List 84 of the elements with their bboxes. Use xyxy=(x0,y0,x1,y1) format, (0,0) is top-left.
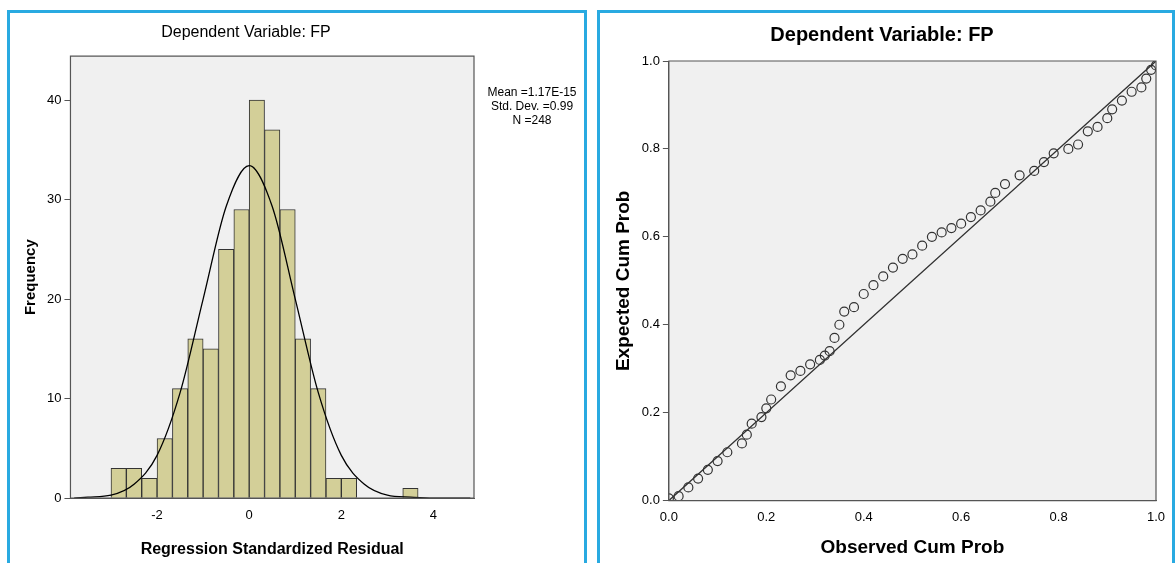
x-tick-label: 0 xyxy=(245,506,253,522)
y-axis-title: Frequency xyxy=(21,238,39,316)
y-tick-label: 10 xyxy=(46,390,62,406)
point xyxy=(1063,143,1074,155)
point xyxy=(858,288,869,300)
point xyxy=(756,411,767,423)
point xyxy=(946,222,957,234)
point xyxy=(824,346,835,357)
x-tick-label: 0.8 xyxy=(1049,508,1068,524)
point xyxy=(1072,139,1084,150)
point xyxy=(999,178,1011,190)
point xyxy=(1136,82,1147,93)
point xyxy=(829,332,840,344)
x-tick-label: 0.0 xyxy=(659,508,678,524)
y-tick-label: 0.8 xyxy=(641,140,660,156)
point xyxy=(1048,148,1059,159)
point xyxy=(693,473,704,484)
chart-title: Dependent Variable: FP xyxy=(770,22,994,45)
point xyxy=(673,491,684,501)
point xyxy=(917,240,928,251)
point xyxy=(775,381,787,392)
point xyxy=(722,447,733,458)
x-tick-label: 0.2 xyxy=(757,508,776,524)
point xyxy=(990,187,1001,198)
point xyxy=(887,262,899,273)
point xyxy=(985,196,996,207)
x-tick-label: 2 xyxy=(337,506,345,522)
point xyxy=(805,359,816,370)
x-tick-label: 0.6 xyxy=(952,508,971,524)
point xyxy=(868,280,879,291)
point xyxy=(795,365,806,377)
x-axis-title: Observed Cum Prob xyxy=(820,535,1005,557)
point xyxy=(1092,121,1103,133)
y-tick-label: 1.0 xyxy=(641,52,660,68)
point xyxy=(741,429,752,440)
point xyxy=(702,464,713,475)
point xyxy=(839,306,850,317)
point xyxy=(965,211,976,223)
y-tick-label: 20 xyxy=(46,290,62,306)
point xyxy=(1014,170,1025,181)
chart-title: Dependent Variable: FP xyxy=(161,23,331,41)
point xyxy=(736,438,748,449)
point xyxy=(878,271,889,282)
point xyxy=(1126,86,1137,97)
y-tick-label: 0.0 xyxy=(641,492,660,508)
point xyxy=(897,253,908,264)
x-tick-label: 1.0 xyxy=(1146,508,1166,524)
point xyxy=(819,350,830,361)
x-tick-label: 4 xyxy=(429,506,438,522)
x-tick-label: -2 xyxy=(151,506,163,522)
text: Mean =1.17E-15 xyxy=(487,84,577,99)
point xyxy=(1082,126,1093,137)
y-tick-label: 0 xyxy=(54,489,62,505)
x-tick-label: 0.4 xyxy=(854,508,873,524)
point xyxy=(766,394,777,405)
y-tick-label: 0.2 xyxy=(641,404,660,420)
y-tick-label: 30 xyxy=(46,191,62,207)
point xyxy=(956,218,967,229)
point xyxy=(761,403,772,414)
y-tick-label: 0.6 xyxy=(641,228,660,244)
point xyxy=(1038,157,1050,168)
point xyxy=(1102,113,1113,124)
point xyxy=(1107,104,1118,115)
point xyxy=(848,302,860,313)
point xyxy=(814,354,825,366)
y-axis-title: Expected Cum Prob xyxy=(611,190,633,372)
point xyxy=(936,227,947,238)
point xyxy=(1116,95,1127,106)
point xyxy=(785,370,796,381)
text: N =248 xyxy=(512,112,552,127)
point xyxy=(834,319,845,330)
point xyxy=(1029,165,1040,176)
x-axis-title: Regression Standardized Residual xyxy=(140,539,404,557)
point xyxy=(683,482,694,493)
y-tick-label: 40 xyxy=(46,91,62,107)
point xyxy=(1146,64,1156,75)
point xyxy=(975,205,986,216)
point xyxy=(1141,73,1152,84)
text: Std. Dev. =0.99 xyxy=(490,98,574,113)
point xyxy=(746,418,757,429)
point xyxy=(712,455,723,467)
point xyxy=(926,231,938,242)
y-tick-label: 0.4 xyxy=(641,316,660,332)
point xyxy=(907,249,918,260)
